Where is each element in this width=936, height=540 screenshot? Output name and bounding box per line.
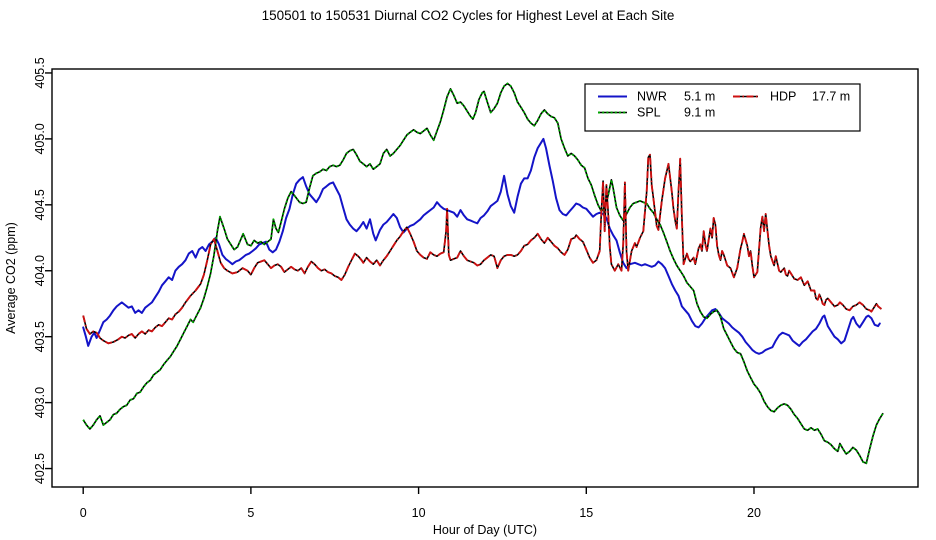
x-axis-tick-label: 10	[412, 506, 426, 520]
legend-label-hdp: HDP	[770, 90, 796, 104]
y-axis-tick-label: 403.0	[33, 387, 47, 418]
series-line-spl-underlay	[82, 82, 884, 465]
x-axis-tick-label: 15	[579, 506, 593, 520]
y-axis-tick-label: 404.0	[33, 255, 47, 286]
y-axis-tick-label: 405.0	[33, 123, 47, 154]
y-axis-tick-label: 402.5	[33, 453, 47, 484]
legend-height-spl: 9.1 m	[684, 106, 715, 120]
chart-title: 150501 to 150531 Diurnal CO2 Cycles for …	[262, 8, 675, 23]
legend-label-nwr: NWR	[637, 90, 667, 104]
x-axis-label: Hour of Day (UTC)	[433, 523, 537, 537]
x-axis-tick-label: 0	[80, 506, 87, 520]
y-axis-tick-label: 405.5	[33, 57, 47, 88]
legend-box	[584, 83, 861, 132]
series-line-hdp	[82, 153, 882, 345]
x-axis-tick-label: 5	[247, 506, 254, 520]
legend-height-hdp: 17.7 m	[812, 90, 850, 104]
plot-box	[51, 68, 919, 488]
y-axis-tick-label: 404.5	[33, 189, 47, 220]
series-line-spl	[82, 82, 884, 465]
x-axis-tick-label: 20	[747, 506, 761, 520]
legend-label-spl: SPL	[637, 106, 661, 120]
y-axis-tick-label: 403.5	[33, 321, 47, 352]
series-line-nwr	[82, 137, 881, 355]
y-axis-label: Average CO2 (ppm)	[4, 222, 18, 334]
legend-height-nwr: 5.1 m	[684, 90, 715, 104]
